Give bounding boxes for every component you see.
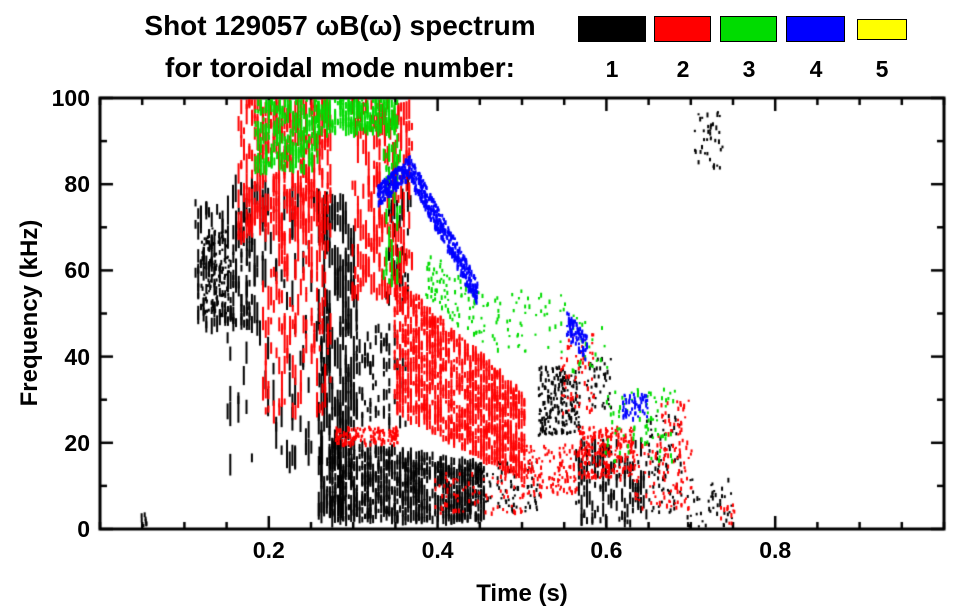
chart-title-line1: Shot 129057 ωB(ω) spectrum — [144, 10, 536, 41]
y-tick-label: 80 — [64, 171, 90, 198]
legend-swatch-n1 — [578, 16, 646, 42]
legend-swatch-n3 — [720, 16, 777, 42]
y-tick-label: 60 — [64, 257, 90, 284]
legend-swatch-n2 — [654, 16, 711, 42]
x-tick-label: 0.8 — [759, 537, 792, 563]
legend-label-n4: 4 — [809, 56, 823, 82]
legend-swatch-n5 — [857, 19, 907, 40]
x-tick-label: 0.6 — [590, 537, 623, 563]
legend-label-n3: 3 — [742, 56, 756, 82]
y-tick-label: 40 — [64, 343, 90, 370]
legend-label-n1: 1 — [605, 56, 619, 82]
x-axis-title: Time (s) — [476, 580, 568, 607]
x-tick-label: 0.4 — [421, 537, 454, 563]
y-tick-label: 20 — [64, 429, 90, 456]
y-tick-label: 100 — [51, 85, 90, 111]
x-tick-label: 0.2 — [252, 537, 285, 563]
chart-title-line2: for toroidal mode number: — [165, 52, 515, 83]
y-axis-title: Frequency (kHz) — [16, 219, 43, 407]
y-tick-label: 0 — [77, 516, 90, 542]
legend-label-n5: 5 — [875, 56, 889, 82]
legend-swatch-n4 — [786, 16, 845, 42]
legend-label-n2: 2 — [676, 56, 690, 82]
